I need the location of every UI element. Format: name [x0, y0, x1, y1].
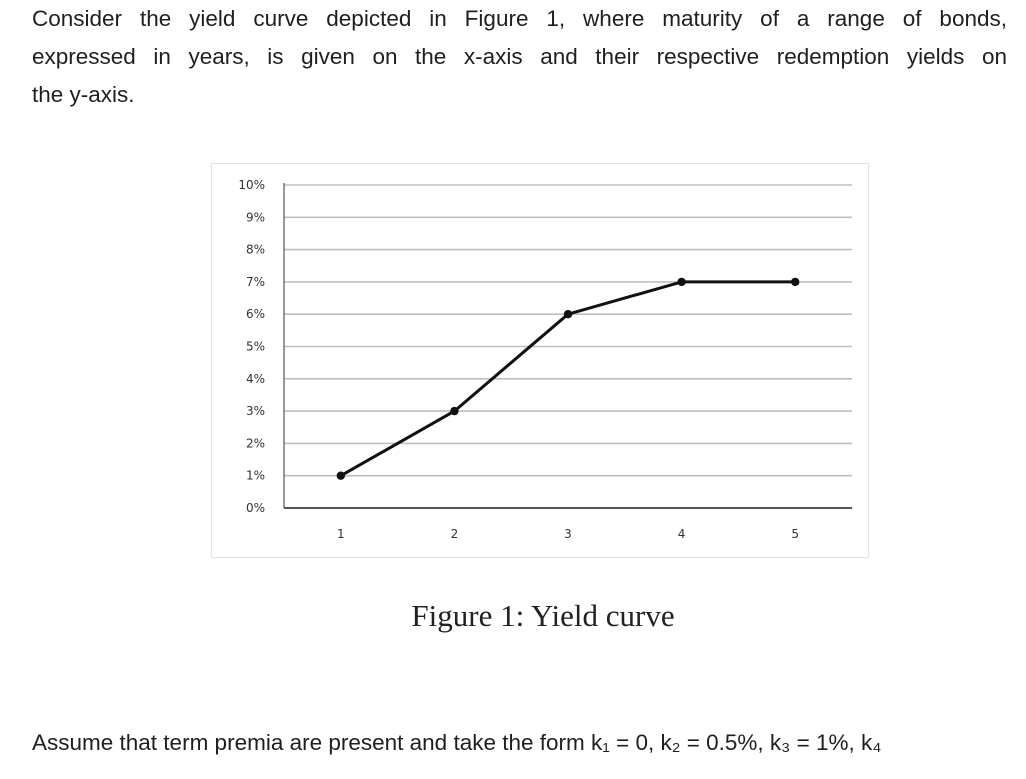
y-tick-label: 6%	[246, 307, 265, 321]
x-tick-label: 1	[337, 527, 345, 541]
y-tick-label: 5%	[246, 340, 265, 354]
intro-line: the y-axis.	[32, 82, 135, 107]
yield-data-point	[450, 406, 459, 416]
yield-data-point	[791, 277, 800, 287]
yield-data-point	[677, 277, 686, 287]
intro-line: Consider the yield curve depicted in Fig…	[32, 6, 1007, 31]
x-tick-label: 4	[678, 527, 686, 541]
x-tick-label: 5	[791, 527, 799, 541]
problem-intro-paragraph: Consider the yield curve depicted in Fig…	[32, 0, 1007, 114]
y-tick-label: 1%	[246, 469, 265, 483]
yield-curve-chart: 0% 1% 2% 3% 4% 5% 6% 7% 8% 9% 10% 1 2 3 4 5	[211, 163, 869, 558]
problem-assumption-text: Assume that term premia are present and …	[32, 730, 882, 755]
y-tick-label: 4%	[246, 372, 265, 386]
y-tick-label: 9%	[246, 210, 265, 224]
figure-caption: Figure 1: Yield curve	[411, 598, 675, 633]
x-tick-label: 2	[451, 527, 459, 541]
yield-data-point	[336, 471, 345, 480]
y-tick-label: 2%	[246, 436, 265, 450]
y-tick-label: 8%	[246, 243, 265, 257]
y-tick-label: 10%	[238, 178, 265, 192]
yield-data-point	[563, 310, 573, 319]
y-tick-label: 3%	[246, 404, 265, 418]
x-tick-label: 3	[564, 527, 572, 541]
intro-line: expressed in years, is given on the x-ax…	[32, 44, 1007, 69]
y-tick-label: 0%	[246, 501, 265, 515]
yield-curve-plot: 0% 1% 2% 3% 4% 5% 6% 7% 8% 9% 10% 1 2 3 4 5	[238, 178, 852, 541]
y-tick-label: 7%	[246, 275, 265, 289]
